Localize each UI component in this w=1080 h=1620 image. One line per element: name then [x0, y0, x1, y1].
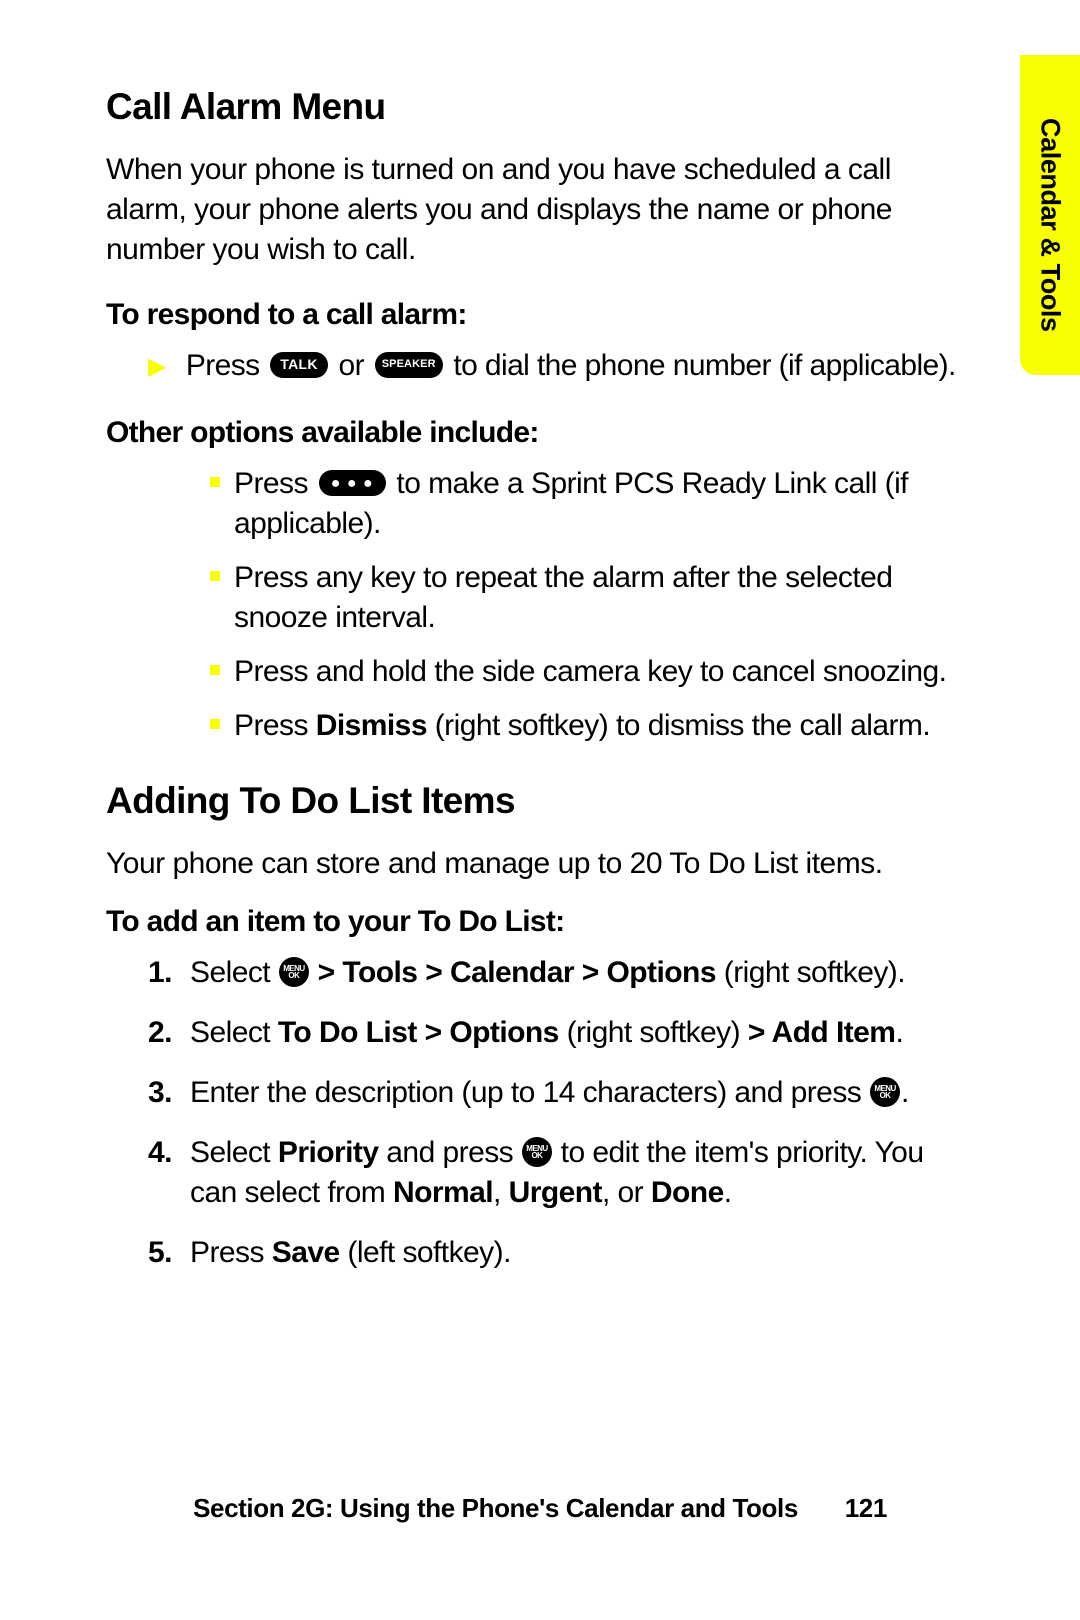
square-bullet-icon — [210, 665, 220, 675]
square-bullet-icon — [210, 477, 220, 487]
list-item: 4. Select Priority and press MENUOK to e… — [148, 1133, 962, 1213]
subhead-respond: To respond to a call alarm: — [106, 298, 962, 332]
list-item: 2. Select To Do List > Options (right so… — [148, 1013, 962, 1053]
list-item: Press Dismiss (right softkey) to dismiss… — [210, 706, 962, 746]
speaker-button-icon: SPEAKER — [375, 352, 443, 378]
square-bullet-icon — [210, 571, 220, 581]
page-number: 121 — [845, 1493, 887, 1524]
side-tab: Calendar & Tools — [1020, 55, 1080, 375]
list-item-text: Select Priority and press MENUOK to edit… — [190, 1133, 962, 1213]
side-tab-label: Calendar & Tools — [1035, 98, 1066, 332]
heading-todo: Adding To Do List Items — [106, 780, 962, 822]
list-item-text: Press and hold the side camera key to ca… — [234, 652, 946, 692]
list-item: Press any key to repeat the alarm after … — [210, 558, 962, 638]
list-number: 3. — [148, 1073, 190, 1113]
list-item-text: Enter the description (up to 14 characte… — [190, 1073, 909, 1113]
readylink-button-icon: ● ● ● — [319, 470, 386, 496]
list-item-text: Select To Do List > Options (right softk… — [190, 1013, 903, 1053]
subhead-add-item: To add an item to your To Do List: — [106, 905, 962, 939]
bullet-list-other-options: Press ● ● ● to make a Sprint PCS Ready L… — [210, 464, 962, 745]
list-item-text: Press any key to repeat the alarm after … — [234, 558, 962, 638]
subhead-other-options: Other options available include: — [106, 416, 962, 450]
list-item-text: Press Dismiss (right softkey) to dismiss… — [234, 706, 930, 746]
list-number: 1. — [148, 953, 190, 993]
square-bullet-icon — [210, 719, 220, 729]
footer-section: Section 2G: Using the Phone's Calendar a… — [193, 1493, 798, 1523]
page-footer: Section 2G: Using the Phone's Calendar a… — [0, 1493, 1080, 1524]
list-item: 5. Press Save (left softkey). — [148, 1233, 962, 1273]
heading-call-alarm: Call Alarm Menu — [106, 86, 962, 128]
list-item-text: Press Save (left softkey). — [190, 1233, 511, 1273]
list-number: 2. — [148, 1013, 190, 1053]
list-item: 1. Select MENUOK > Tools > Calendar > Op… — [148, 953, 962, 993]
para-todo-intro: Your phone can store and manage up to 20… — [106, 844, 962, 884]
list-item: 3. Enter the description (up to 14 chara… — [148, 1073, 962, 1113]
list-number: 5. — [148, 1233, 190, 1273]
menu-ok-icon: MENUOK — [870, 1077, 900, 1107]
para-call-alarm-intro: When your phone is turned on and you hav… — [106, 150, 962, 270]
talk-button-icon: TALK — [270, 352, 328, 378]
list-number: 4. — [148, 1133, 190, 1173]
list-item-text: Press ● ● ● to make a Sprint PCS Ready L… — [234, 464, 962, 544]
list-item-text: Select MENUOK > Tools > Calendar > Optio… — [190, 953, 905, 993]
arrow-item-text: Press TALK or SPEAKER to dial the phone … — [186, 346, 956, 387]
list-item: Press and hold the side camera key to ca… — [210, 652, 962, 692]
arrow-item-press-talk: ▶ Press TALK or SPEAKER to dial the phon… — [148, 346, 962, 387]
menu-ok-icon: MENUOK — [522, 1137, 552, 1167]
page-content: Call Alarm Menu When your phone is turne… — [0, 0, 1080, 1273]
ordered-list-add-item: 1. Select MENUOK > Tools > Calendar > Op… — [148, 953, 962, 1272]
list-item: Press ● ● ● to make a Sprint PCS Ready L… — [210, 464, 962, 544]
triangle-icon: ▶ — [148, 351, 166, 383]
menu-ok-icon: MENUOK — [279, 957, 309, 987]
